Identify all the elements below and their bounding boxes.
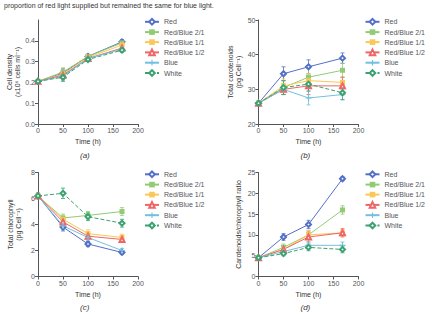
- svg-text:0.1: 0.1: [25, 100, 35, 107]
- svg-text:(c): (c): [80, 303, 90, 312]
- svg-text:10: 10: [248, 231, 256, 238]
- svg-text:(x10⁶ cells ml⁻¹): (x10⁶ cells ml⁻¹): [14, 47, 22, 97]
- svg-text:(pg Cell⁻¹): (pg Cell⁻¹): [235, 56, 243, 88]
- svg-text:Time (h): Time (h): [75, 291, 101, 299]
- svg-text:Red: Red: [385, 18, 398, 25]
- svg-text:4: 4: [31, 221, 35, 228]
- svg-text:Red/Blue 2/1: Red/Blue 2/1: [164, 181, 205, 188]
- svg-text:Red/Blue 1/1: Red/Blue 1/1: [385, 191, 426, 198]
- svg-text:100: 100: [82, 127, 94, 134]
- svg-text:50: 50: [59, 280, 67, 287]
- svg-text:15: 15: [248, 211, 256, 218]
- svg-text:100: 100: [303, 280, 315, 287]
- svg-text:Red: Red: [164, 171, 177, 178]
- svg-text:150: 150: [328, 280, 340, 287]
- svg-text:Blue: Blue: [164, 59, 178, 66]
- svg-text:White: White: [385, 70, 403, 77]
- svg-text:Blue: Blue: [385, 59, 399, 66]
- svg-text:Red: Red: [164, 18, 177, 25]
- svg-text:White: White: [164, 70, 182, 77]
- svg-text:Red/Blue 1/2: Red/Blue 1/2: [385, 201, 426, 208]
- svg-text:0: 0: [252, 273, 256, 280]
- svg-text:150: 150: [328, 127, 340, 134]
- svg-text:Red/Blue 1/2: Red/Blue 1/2: [164, 201, 205, 208]
- svg-text:proportion of red light suppli: proportion of red light supplied but rem…: [4, 2, 214, 10]
- svg-text:Time (h): Time (h): [296, 138, 322, 146]
- svg-text:0: 0: [257, 127, 261, 134]
- svg-text:(d): (d): [301, 303, 311, 312]
- svg-text:50: 50: [280, 127, 288, 134]
- svg-text:0: 0: [257, 280, 261, 287]
- svg-text:50: 50: [280, 280, 288, 287]
- svg-text:200: 200: [132, 127, 144, 134]
- svg-text:20: 20: [248, 121, 256, 128]
- svg-text:Carotenoids/chlorophyll ratio: Carotenoids/chlorophyll ratio: [235, 180, 243, 269]
- svg-text:0.2: 0.2: [25, 79, 35, 86]
- svg-text:Time (h): Time (h): [75, 138, 101, 146]
- svg-text:Red/Blue 2/1: Red/Blue 2/1: [164, 29, 205, 36]
- svg-text:0.3: 0.3: [25, 58, 35, 65]
- svg-text:Cell density: Cell density: [6, 53, 14, 90]
- svg-text:200: 200: [353, 280, 365, 287]
- svg-text:40: 40: [248, 51, 256, 58]
- svg-text:6: 6: [31, 195, 35, 202]
- svg-text:Red/Blue 2/1: Red/Blue 2/1: [385, 181, 426, 188]
- svg-text:Blue: Blue: [385, 212, 399, 219]
- svg-text:Red/Blue 1/2: Red/Blue 1/2: [385, 49, 426, 56]
- svg-text:100: 100: [82, 280, 94, 287]
- svg-text:0.0: 0.0: [25, 121, 35, 128]
- svg-text:200: 200: [132, 280, 144, 287]
- svg-text:(pg Cell⁻¹): (pg Cell⁻¹): [15, 208, 23, 240]
- svg-text:White: White: [164, 222, 182, 229]
- svg-text:White: White: [385, 222, 403, 229]
- svg-text:8: 8: [31, 169, 35, 176]
- svg-text:150: 150: [107, 280, 119, 287]
- svg-text:100: 100: [303, 127, 315, 134]
- svg-text:20: 20: [248, 190, 256, 197]
- svg-text:0: 0: [31, 273, 35, 280]
- svg-text:0: 0: [36, 127, 40, 134]
- svg-text:Red/Blue 1/2: Red/Blue 1/2: [164, 49, 205, 56]
- svg-text:30: 30: [248, 86, 256, 93]
- svg-text:Time (h): Time (h): [296, 291, 322, 299]
- svg-text:Red/Blue 1/1: Red/Blue 1/1: [164, 39, 205, 46]
- svg-text:0: 0: [36, 280, 40, 287]
- svg-text:150: 150: [107, 127, 119, 134]
- svg-text:Red/Blue 1/1: Red/Blue 1/1: [164, 191, 205, 198]
- svg-text:(a): (a): [80, 151, 90, 160]
- svg-text:25: 25: [248, 169, 256, 176]
- svg-text:Red: Red: [385, 171, 398, 178]
- svg-text:200: 200: [353, 127, 365, 134]
- svg-text:Red/Blue 1/1: Red/Blue 1/1: [385, 39, 426, 46]
- svg-text:2: 2: [31, 247, 35, 254]
- svg-text:Blue: Blue: [164, 212, 178, 219]
- svg-text:Red/Blue 2/1: Red/Blue 2/1: [385, 29, 426, 36]
- svg-text:5: 5: [251, 252, 256, 260]
- svg-text:Total chlorophyll: Total chlorophyll: [7, 199, 15, 250]
- svg-text:0.4: 0.4: [25, 37, 35, 44]
- svg-text:Total carotenoids: Total carotenoids: [227, 45, 234, 98]
- svg-text:(b): (b): [301, 151, 311, 160]
- svg-text:50: 50: [59, 127, 67, 134]
- svg-text:50: 50: [248, 17, 256, 24]
